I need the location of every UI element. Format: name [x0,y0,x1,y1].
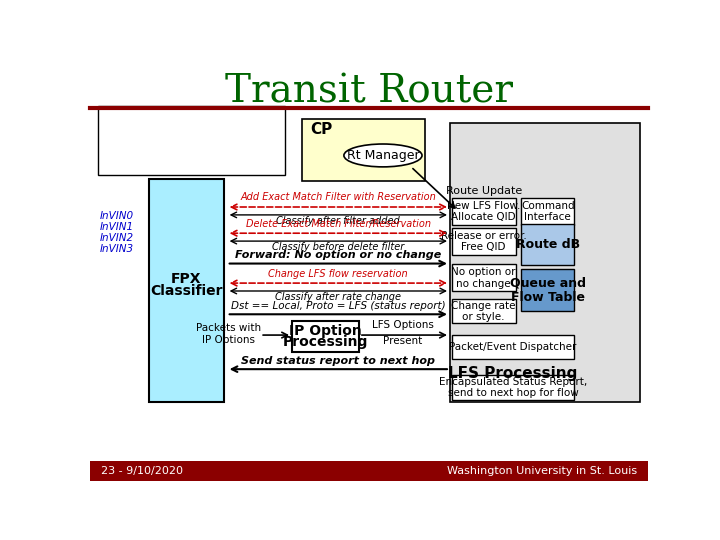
Text: Processing: Processing [283,334,368,348]
Text: IP Option: IP Option [289,323,362,338]
Text: Route Update: Route Update [446,186,522,196]
Text: Rt Manager: Rt Manager [346,149,419,162]
Text: InVIN3: InVIN3 [100,245,134,254]
FancyBboxPatch shape [451,198,516,225]
Text: LFS Processing: LFS Processing [449,366,577,381]
Text: Encapsulated Status Report,
send to next hop for flow: Encapsulated Status Report, send to next… [438,377,587,399]
Text: Command
Interface: Command Interface [521,200,575,222]
FancyBboxPatch shape [292,321,359,352]
Text: CP: CP [310,122,333,137]
Text: Classify before delete filter: Classify before delete filter [272,242,405,252]
Text: Transit Router: Transit Router [225,73,513,110]
Text: LFS Options: LFS Options [372,320,433,330]
FancyBboxPatch shape [451,228,516,255]
Text: Classifier: Classifier [150,285,222,299]
Text: Change rate
or style.: Change rate or style. [451,301,516,322]
Text: Washington University in St. Louis: Washington University in St. Louis [446,465,637,476]
FancyBboxPatch shape [451,375,575,400]
FancyBboxPatch shape [99,106,285,175]
Text: No option or
no change: No option or no change [451,267,516,289]
FancyBboxPatch shape [521,269,575,311]
FancyBboxPatch shape [521,198,575,225]
Text: Delete Exact Match Filter/Reservation: Delete Exact Match Filter/Reservation [246,219,431,228]
Text: Classify after rate change: Classify after rate change [275,292,401,302]
Text: Send status report to next hop: Send status report to next hop [241,356,436,366]
Text: InVIN2: InVIN2 [100,233,134,243]
Text: Packets with
IP Options: Packets with IP Options [196,323,261,345]
Text: Change LFS flow reservation: Change LFS flow reservation [269,268,408,279]
Text: 23 - 9/10/2020: 23 - 9/10/2020 [101,465,183,476]
FancyBboxPatch shape [90,461,648,481]
Text: Route dB: Route dB [516,238,580,251]
Text: FPX: FPX [171,272,202,286]
Ellipse shape [344,144,422,167]
Text: Add Exact Match Filter with Reservation: Add Exact Match Filter with Reservation [240,192,436,202]
FancyBboxPatch shape [521,225,575,265]
FancyBboxPatch shape [451,335,575,359]
Text: InVIN1: InVIN1 [100,222,134,232]
FancyBboxPatch shape [148,179,224,402]
Text: Classify after filter added: Classify after filter added [276,216,400,226]
Text: InVIN0: InVIN0 [100,211,134,221]
Text: Queue and
Flow Table: Queue and Flow Table [510,276,586,304]
FancyBboxPatch shape [451,361,575,386]
FancyBboxPatch shape [451,299,516,323]
FancyBboxPatch shape [450,123,639,402]
Text: Present: Present [383,336,422,346]
Text: Release or error.
Free QID: Release or error. Free QID [441,231,526,252]
Text: Forward: No option or no change: Forward: No option or no change [235,250,441,260]
Text: Packet/Event Dispatcher: Packet/Event Dispatcher [449,342,577,352]
Text: Dst == Local, Proto = LFS (status report): Dst == Local, Proto = LFS (status report… [231,301,446,311]
FancyBboxPatch shape [302,119,425,181]
Text: New LFS Flow.
Allocate QID: New LFS Flow. Allocate QID [447,200,521,222]
FancyBboxPatch shape [451,265,516,292]
